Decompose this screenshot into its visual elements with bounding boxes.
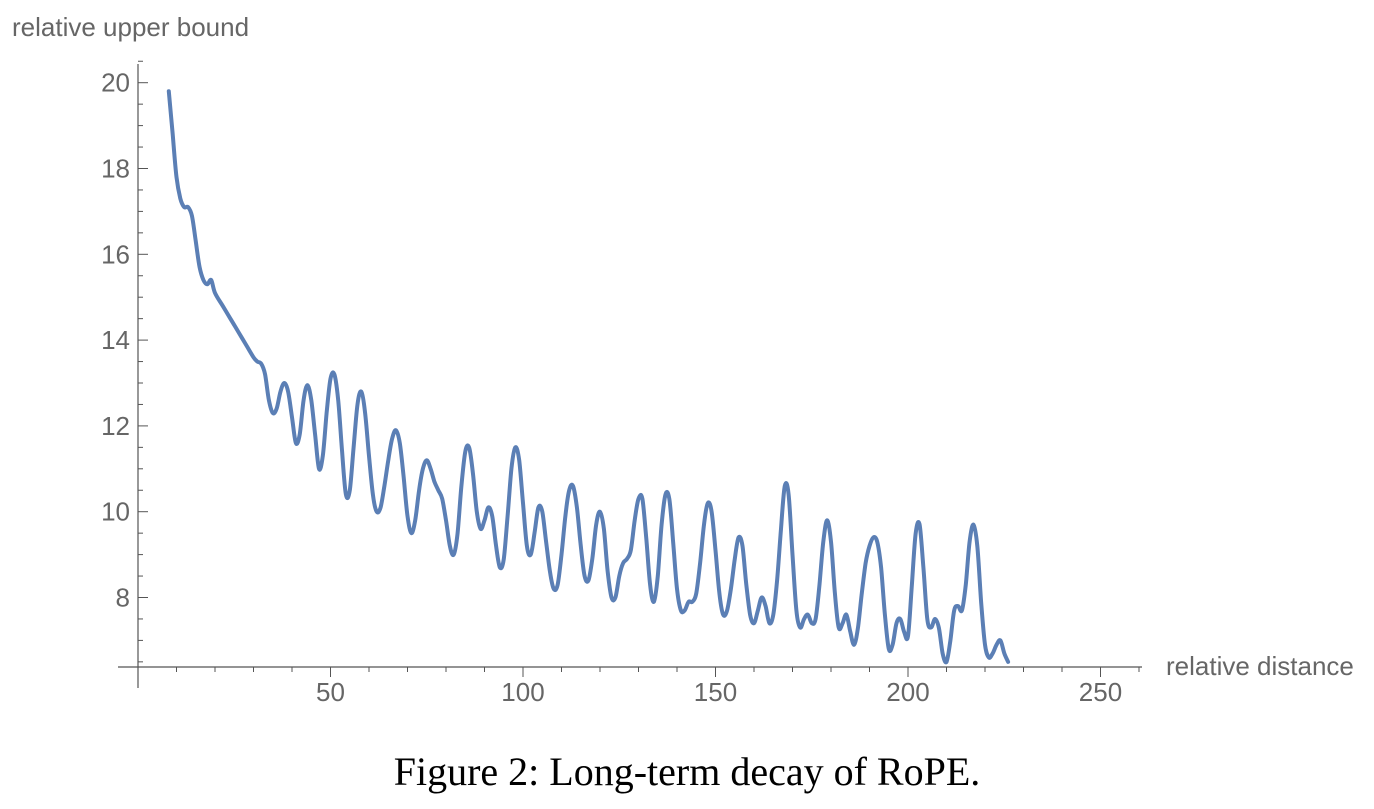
y-tick-label: 12	[101, 411, 130, 441]
x-tick-label: 200	[886, 677, 929, 707]
y-tick-label: 10	[101, 497, 130, 527]
x-tick-label: 150	[694, 677, 737, 707]
x-tick-label: 50	[316, 677, 345, 707]
tick-labels: 50 100 150 200 250 8 10 12 14 16 18 20	[101, 68, 1122, 707]
y-tick-label: 8	[116, 583, 130, 613]
x-axis-title: relative distance	[1166, 651, 1354, 681]
axes	[118, 64, 1142, 688]
y-tick-label: 18	[101, 154, 130, 184]
line-chart: relative upper bound relative distance 5…	[12, 12, 1354, 707]
y-tick-label: 14	[101, 325, 130, 355]
y-tick-label: 20	[101, 68, 130, 98]
figure-caption: Figure 2: Long-term decay of RoPE.	[393, 749, 981, 794]
x-tick-label: 250	[1079, 677, 1122, 707]
ticks	[138, 60, 1140, 677]
x-tick-label: 100	[501, 677, 544, 707]
series-line	[166, 89, 1011, 665]
y-tick-label: 16	[101, 239, 130, 269]
y-axis-title: relative upper bound	[12, 12, 249, 42]
